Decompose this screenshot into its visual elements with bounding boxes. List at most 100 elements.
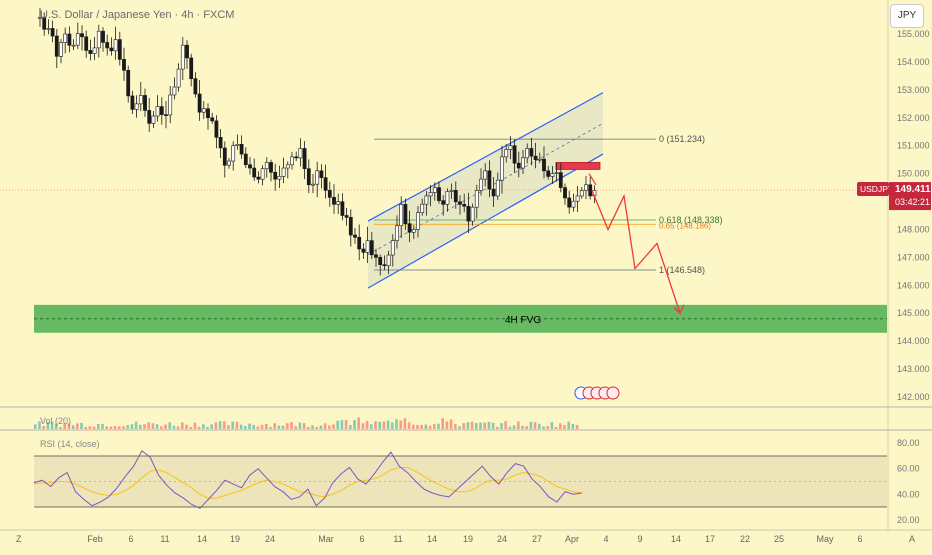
candle-body <box>206 108 210 119</box>
channel-mid <box>367 123 604 255</box>
time-tick-label: 27 <box>532 534 542 544</box>
candle-body <box>201 108 206 113</box>
candle-body <box>504 149 509 158</box>
time-tick-label: May <box>816 534 834 544</box>
volume-bar <box>84 426 87 429</box>
candle-body <box>340 201 345 216</box>
time-tick-label: 6 <box>857 534 862 544</box>
candle-body <box>550 173 555 177</box>
volume-bar <box>109 426 113 429</box>
candle-body <box>134 103 139 110</box>
candle-body <box>474 190 479 208</box>
volume-bar <box>449 419 453 429</box>
candle-body <box>151 115 156 124</box>
time-tick-label: Mar <box>318 534 334 544</box>
volume-bar <box>294 426 297 429</box>
candle-body <box>311 183 315 186</box>
volume-bar <box>332 424 335 429</box>
auto-scale-icon: A <box>909 534 915 544</box>
volume-bar <box>202 424 205 429</box>
candle-body <box>584 184 588 191</box>
candle-body <box>424 195 429 205</box>
volume-bar <box>483 422 486 429</box>
time-tick-label: 22 <box>740 534 750 544</box>
candle-body <box>109 47 114 52</box>
rsi-tick-label: 40.00 <box>897 489 920 499</box>
volume-bar <box>512 425 516 429</box>
candle-body <box>155 106 160 117</box>
volume-bar <box>38 421 41 429</box>
volume-bar <box>101 423 104 429</box>
candle-body <box>374 254 378 258</box>
candle-body <box>558 172 563 188</box>
last-price-label: 149.411 <box>895 184 931 195</box>
candle-body <box>563 187 567 199</box>
volume-bar <box>160 426 163 429</box>
time-tick-label: 24 <box>497 534 507 544</box>
candle-body <box>80 33 84 38</box>
candle-body <box>239 144 244 155</box>
candle-body <box>458 201 462 205</box>
volume-bar <box>134 421 138 429</box>
volume-bar <box>424 424 428 429</box>
volume-bar <box>218 421 222 429</box>
candle-body <box>180 44 185 70</box>
candle-body <box>231 145 236 162</box>
time-tick-label: 24 <box>265 534 275 544</box>
volume-bar <box>575 424 579 429</box>
candle-body <box>222 147 227 166</box>
volume-bar <box>454 424 457 429</box>
price-tick-label: 142.000 <box>897 392 930 402</box>
candle-body <box>416 212 420 230</box>
candle-body <box>260 168 265 180</box>
candle-body <box>487 170 492 190</box>
volume-bar <box>248 423 251 429</box>
candle-body <box>243 153 248 166</box>
projection-arrowhead <box>673 304 685 315</box>
price-tick-label: 145.000 <box>897 308 930 318</box>
volume-bar <box>34 424 37 429</box>
volume-bar <box>517 421 520 429</box>
volume-bar <box>382 421 386 429</box>
volume-bar <box>328 425 331 429</box>
channel-lower <box>367 153 604 289</box>
volume-bar <box>428 425 432 429</box>
volume-bar <box>281 425 285 429</box>
event-icon <box>606 386 620 400</box>
candle-body <box>336 201 341 205</box>
volume-bar <box>370 424 373 429</box>
volume-bar <box>319 425 323 429</box>
price-tick-label: 151.000 <box>897 141 930 151</box>
candle-body <box>67 33 72 46</box>
rsi-label: RSI (14, close) <box>40 439 100 449</box>
candle-body <box>126 70 131 97</box>
candle-body <box>479 178 483 191</box>
projection-start <box>588 173 597 186</box>
volume-bar <box>206 426 209 429</box>
candle-body <box>449 190 454 192</box>
volume-bar <box>395 419 398 429</box>
candle-body <box>361 248 366 253</box>
fib-0618-label: 0.618 (148.338) <box>659 215 723 225</box>
candle-body <box>386 254 391 267</box>
volume-bar <box>76 423 79 429</box>
volume-bar <box>571 423 575 429</box>
volume-bar <box>176 426 180 429</box>
volume-bar <box>391 422 394 429</box>
volume-bar <box>193 422 197 429</box>
candle-body <box>252 167 257 178</box>
volume-bar <box>311 425 314 429</box>
time-tick-label: 14 <box>197 534 207 544</box>
volume-bar <box>344 420 348 429</box>
volume-bar <box>349 424 352 429</box>
fvg-label: 4H FVG <box>505 315 541 326</box>
volume-bar <box>239 424 243 429</box>
candle-body <box>495 179 500 197</box>
volume-bar <box>265 423 268 429</box>
volume-bar <box>365 420 369 429</box>
volume-bar <box>42 425 45 429</box>
candle-body <box>277 176 282 180</box>
currency-button[interactable]: JPY <box>890 4 924 28</box>
